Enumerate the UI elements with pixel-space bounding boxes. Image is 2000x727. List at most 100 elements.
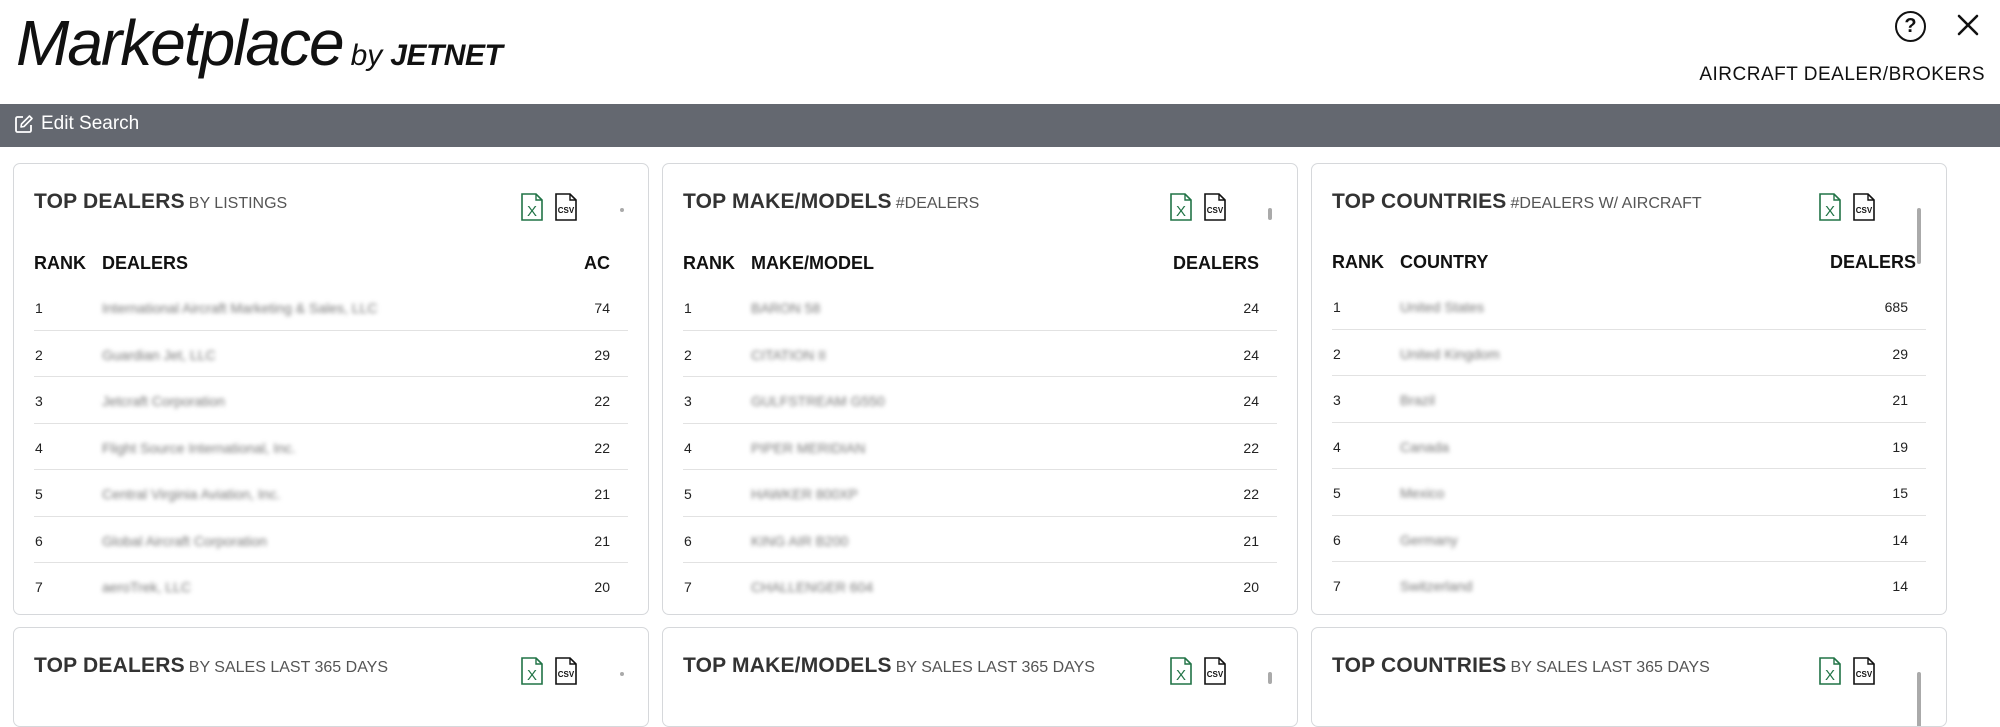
close-button[interactable]	[1952, 9, 1984, 41]
table-row[interactable]: 3 GULFSTREAM G550 24	[683, 377, 1277, 424]
row-name[interactable]: United Kingdom	[1400, 345, 1500, 362]
row-rank: 1	[35, 300, 43, 316]
table-row[interactable]: 3 Brazil 21	[1332, 376, 1926, 423]
export-csv-button[interactable]: CSV	[1852, 193, 1876, 221]
excel-icon-letter: X	[527, 203, 537, 220]
card-title: TOP COUNTRIES BY SALES LAST 365 DAYS	[1332, 654, 1710, 678]
table-row[interactable]: 6 KING AIR B200 21	[683, 517, 1277, 563]
row-name[interactable]: CITATION II	[751, 346, 826, 363]
excel-file-icon: X	[1819, 193, 1841, 221]
card-title: TOP MAKE/MODELS BY SALES LAST 365 DAYS	[683, 654, 1095, 678]
export-csv-button[interactable]: CSV	[1852, 657, 1876, 685]
row-name[interactable]: Mexico	[1400, 485, 1445, 501]
row-name[interactable]: aeroTrek, LLC	[102, 579, 191, 595]
table-row[interactable]: 2 CITATION II 24	[683, 331, 1277, 377]
row-name[interactable]: International Aircraft Marketing & Sales…	[102, 300, 378, 316]
export-csv-button[interactable]: CSV	[1203, 657, 1227, 685]
row-name[interactable]: Central Virginia Aviation, Inc.	[102, 486, 281, 502]
row-value: 685	[1884, 299, 1908, 315]
logo-by-text: by	[350, 39, 383, 72]
top-make-models-sales-card: TOP MAKE/MODELS BY SALES LAST 365 DAYS X …	[662, 627, 1298, 727]
table-row[interactable]: 4 Flight Source International, Inc. 22	[34, 424, 628, 470]
csv-icon-text: CSV	[1856, 206, 1873, 215]
row-name[interactable]: Canada	[1400, 438, 1450, 455]
row-name[interactable]: KING AIR B200	[751, 532, 849, 549]
card-title-sub: BY LISTINGS	[188, 195, 288, 212]
table-row[interactable]: 5 HAWKER 800XP 22	[683, 470, 1277, 517]
help-button[interactable]: ?	[1895, 11, 1926, 42]
top-dealers-card: TOP DEALERS BY LISTINGS X CSV RANK DEALER…	[13, 163, 649, 615]
column-header-dealers[interactable]: DEALERS	[1172, 253, 1259, 273]
table-row[interactable]: 1 International Aircraft Marketing & Sale…	[34, 284, 628, 331]
export-excel-button[interactable]: X	[1818, 657, 1842, 685]
column-header-rank[interactable]: RANK	[1332, 252, 1384, 272]
table-row[interactable]: 4 Canada 19	[1332, 423, 1926, 469]
card-title: TOP COUNTRIES #DEALERS W/ AIRCRAFT	[1332, 190, 1702, 214]
export-excel-button[interactable]: X	[520, 657, 544, 685]
table-row[interactable]: 2 United Kingdom 29	[1332, 330, 1926, 376]
row-rank: 6	[1333, 531, 1341, 548]
row-name[interactable]: Brazil	[1400, 392, 1436, 408]
scrollbar[interactable]	[1268, 208, 1272, 220]
export-excel-button[interactable]: X	[1169, 193, 1193, 221]
excel-file-icon: X	[521, 657, 543, 685]
row-value: 74	[594, 300, 610, 316]
export-csv-button[interactable]: CSV	[554, 657, 578, 685]
edit-search-button[interactable]: Edit Search	[14, 113, 139, 135]
table-row[interactable]: 7 Switzerland 14	[1332, 562, 1926, 609]
row-name[interactable]: BARON 58	[751, 300, 821, 316]
table-row[interactable]: 7 CHALLENGER 604 20	[683, 563, 1277, 610]
scrollbar[interactable]	[1268, 672, 1272, 684]
scrollbar[interactable]	[620, 672, 624, 676]
top-make-models-card: TOP MAKE/MODELS #DEALERS X CSV RANK MAKE/…	[662, 163, 1298, 615]
export-excel-button[interactable]: X	[1818, 193, 1842, 221]
export-excel-button[interactable]: X	[1169, 657, 1193, 685]
row-value: 21	[1892, 392, 1908, 408]
row-name[interactable]: Jetcraft Corporation	[102, 393, 225, 409]
column-header-dealers[interactable]: DEALERS	[1829, 252, 1916, 272]
scrollbar[interactable]	[1917, 208, 1921, 264]
table-row[interactable]: 1 United States 685	[1332, 283, 1926, 330]
column-header-rank[interactable]: RANK	[683, 253, 735, 273]
row-name[interactable]: Flight Source International, Inc.	[102, 439, 296, 456]
csv-file-icon: CSV	[1204, 193, 1226, 221]
excel-icon-letter: X	[1176, 203, 1186, 220]
row-name[interactable]: GULFSTREAM G550	[751, 393, 885, 409]
table-row[interactable]: 3 Jetcraft Corporation 22	[34, 377, 628, 424]
row-name[interactable]: Germany	[1400, 531, 1458, 548]
column-header-country[interactable]: COUNTRY	[1400, 252, 1489, 272]
scrollbar[interactable]	[620, 208, 624, 212]
table-row[interactable]: 5 Mexico 15	[1332, 469, 1926, 516]
scrollbar[interactable]	[1917, 672, 1921, 726]
table-row[interactable]: 7 aeroTrek, LLC 20	[34, 563, 628, 610]
row-name[interactable]: Global Aircraft Corporation	[102, 532, 267, 549]
edit-pencil-icon	[15, 115, 33, 133]
table-row[interactable]: 5 Central Virginia Aviation, Inc. 21	[34, 470, 628, 517]
top-dealers-sales-card: TOP DEALERS BY SALES LAST 365 DAYS X CSV	[13, 627, 649, 727]
row-name[interactable]: PIPER MERIDIAN	[751, 439, 866, 456]
row-name[interactable]: Switzerland	[1400, 578, 1473, 594]
export-excel-button[interactable]: X	[520, 193, 544, 221]
export-csv-button[interactable]: CSV	[554, 193, 578, 221]
column-header-rank[interactable]: RANK	[34, 253, 86, 273]
card-title-sub: #DEALERS W/ AIRCRAFT	[1510, 195, 1702, 212]
row-rank: 2	[1333, 345, 1341, 362]
card-title-sub: BY SALES LAST 365 DAYS	[188, 659, 389, 676]
table-row[interactable]: 4 PIPER MERIDIAN 22	[683, 424, 1277, 470]
column-header-ac[interactable]: AC	[584, 253, 610, 273]
row-name[interactable]: CHALLENGER 604	[751, 579, 874, 595]
table-row[interactable]: 6 Global Aircraft Corporation 21	[34, 517, 628, 563]
row-name[interactable]: United States	[1400, 299, 1485, 315]
row-value: 29	[594, 346, 610, 363]
row-rank: 3	[684, 393, 692, 409]
column-header-make-model[interactable]: MAKE/MODEL	[751, 253, 874, 273]
row-name[interactable]: Guardian Jet, LLC	[102, 346, 216, 363]
row-rank: 3	[35, 393, 43, 409]
table-row[interactable]: 1 BARON 58 24	[683, 284, 1277, 331]
row-name[interactable]: HAWKER 800XP	[751, 486, 858, 502]
table-row[interactable]: 2 Guardian Jet, LLC 29	[34, 331, 628, 377]
column-header-dealers[interactable]: DEALERS	[102, 253, 189, 273]
table-row[interactable]: 6 Germany 14	[1332, 516, 1926, 562]
export-csv-button[interactable]: CSV	[1203, 193, 1227, 221]
card-title: TOP MAKE/MODELS #DEALERS	[683, 190, 979, 214]
